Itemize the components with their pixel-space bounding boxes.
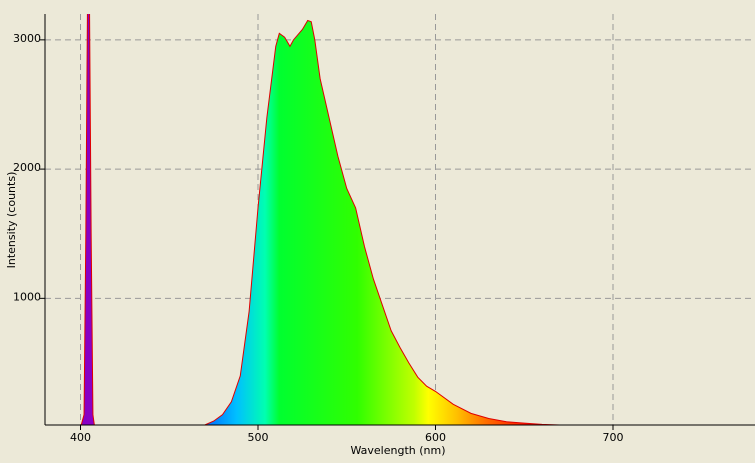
y-axis-label: Intensity (counts) [5, 172, 18, 269]
spectrum-line [80, 14, 569, 425]
x-axis-label: Wavelength (nm) [350, 444, 445, 457]
x-tick-label: 600 [425, 431, 446, 444]
x-tick-label: 700 [603, 431, 624, 444]
x-tick-label: 400 [70, 431, 91, 444]
x-tick-label: 500 [248, 431, 269, 444]
y-tick-label: 3000 [13, 32, 41, 45]
plot-area [45, 14, 755, 425]
y-tick-label: 2000 [13, 161, 41, 174]
y-tick-label: 1000 [13, 290, 41, 303]
spectrum-fill [45, 14, 755, 425]
